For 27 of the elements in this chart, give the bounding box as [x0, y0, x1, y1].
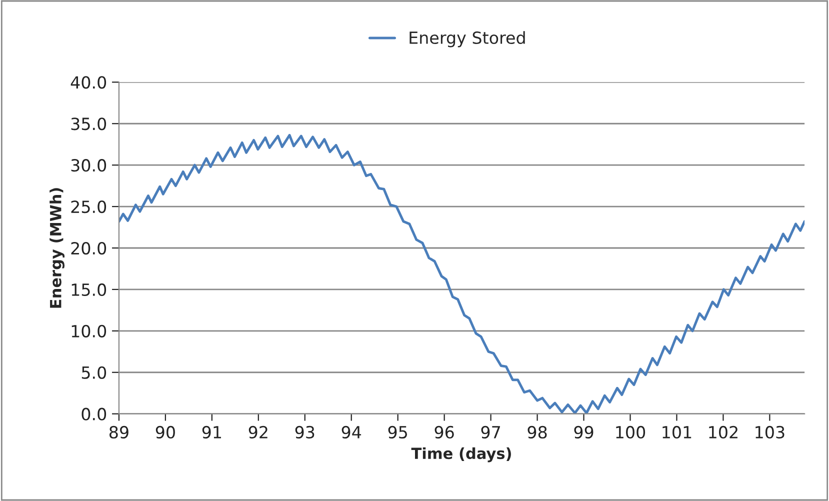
x-tick-label: 102 — [709, 426, 738, 439]
y-tick-label: 40.0 — [70, 76, 106, 89]
y-tick-label: 15.0 — [72, 283, 106, 296]
x-tick-label: 91 — [202, 426, 221, 439]
x-tick-label: 92 — [248, 426, 268, 439]
x-tick-label: 94 — [342, 426, 362, 439]
x-tick-label: 101 — [662, 426, 692, 439]
y-tick-label: 20.0 — [71, 242, 106, 255]
x-tick-label: 98 — [528, 426, 547, 439]
x-tick-label: 97 — [481, 426, 500, 439]
y-tick-label: 0.0 — [82, 408, 106, 420]
y-axis-title: Energy (MWh) — [50, 188, 64, 308]
y-tick-label: 25.0 — [71, 200, 106, 214]
x-tick-label: 89 — [109, 426, 128, 439]
y-tick-label: 10.0 — [72, 324, 106, 338]
legend-label: Energy Stored — [410, 31, 525, 48]
x-tick-label: 99 — [574, 426, 594, 439]
x-tick-label: 93 — [295, 426, 314, 439]
x-tick-label: 95 — [388, 426, 407, 439]
y-tick-label: 30.0 — [71, 159, 106, 172]
x-tick-label: 96 — [434, 426, 454, 439]
y-tick-label: 5.0 — [82, 366, 106, 379]
x-axis-title: Time (days) — [411, 447, 511, 462]
x-tick-label: 100 — [616, 426, 646, 439]
x-tick-label: 90 — [156, 426, 175, 439]
y-tick-label: 35.0 — [71, 118, 106, 130]
x-tick-label: 103 — [756, 426, 784, 439]
